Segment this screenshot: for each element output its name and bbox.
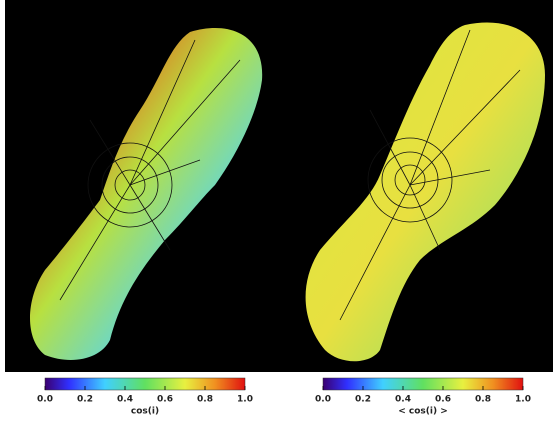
colorbar-tick-label: 0.0 <box>37 395 53 405</box>
colorbar-tick-label: 0.4 <box>117 395 133 405</box>
colorbar-tick-label: 0.8 <box>475 395 491 405</box>
colorbar-label: < cos(i) > <box>398 407 448 417</box>
isovelocity-contours <box>59 29 521 321</box>
colorbar-tick-label: 0.2 <box>355 395 371 405</box>
colorbar-tick-label: 0.4 <box>395 395 411 405</box>
colorbar-tick-label: 0.6 <box>435 395 451 405</box>
left-map <box>30 28 263 361</box>
colorbar-tick-label: 0.0 <box>315 395 331 405</box>
colorbar <box>322 377 524 391</box>
colorbar-tick-label: 1.0 <box>515 395 531 405</box>
colorbar-tick-label: 1.0 <box>237 395 253 405</box>
colorbar-tick-label: 0.6 <box>157 395 173 405</box>
colorbar-tick-label: 0.2 <box>77 395 93 405</box>
colorbar-tick-label: 0.8 <box>197 395 213 405</box>
colorbar <box>44 377 246 391</box>
right-map <box>305 22 545 362</box>
colorbar-label: cos(i) <box>131 407 159 417</box>
